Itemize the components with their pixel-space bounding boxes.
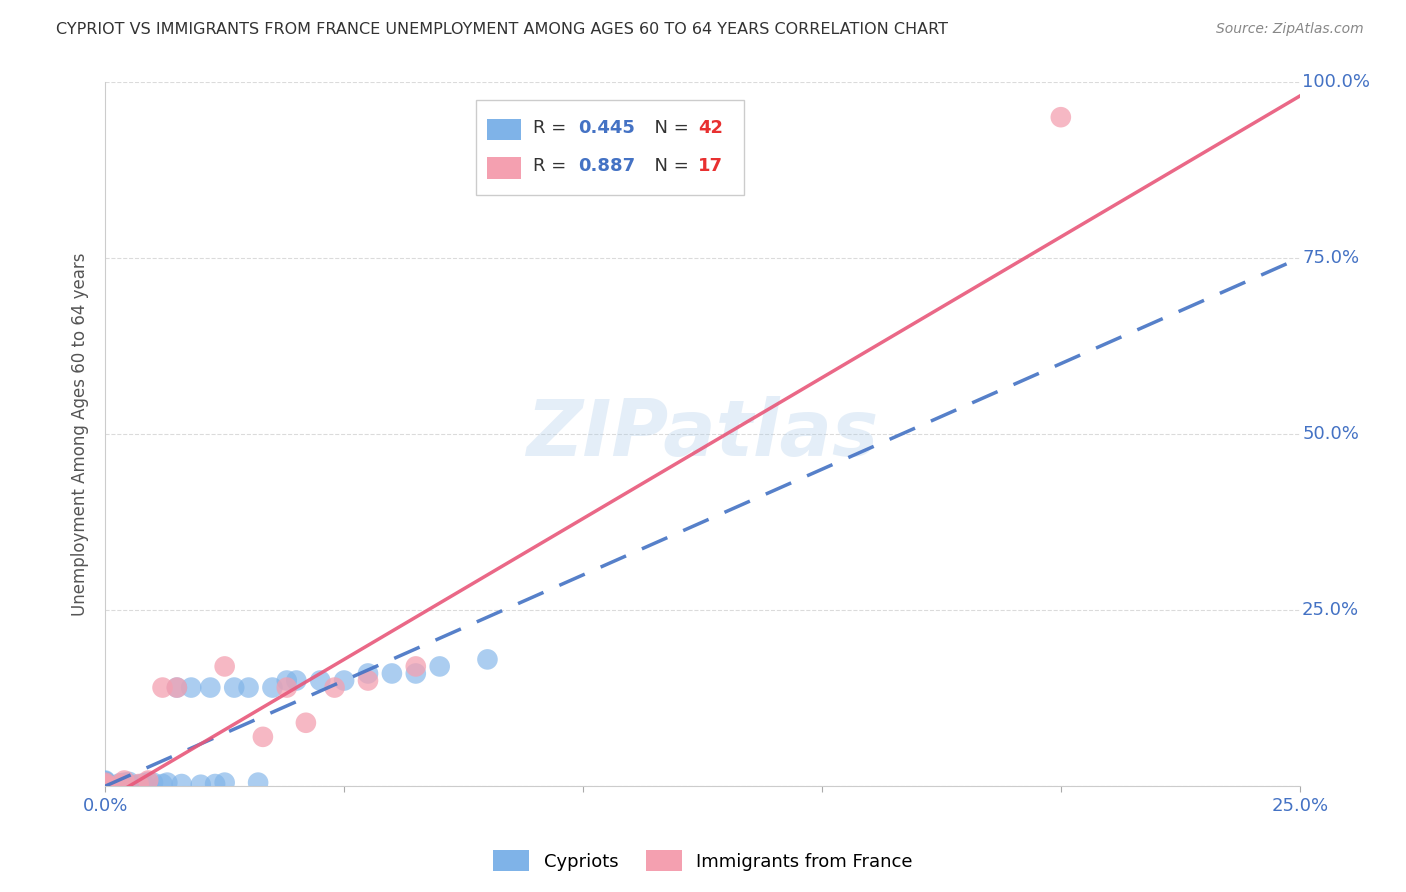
Text: 17: 17 (697, 158, 723, 176)
Point (132, 776, 155, 790)
Point (94, 779, 117, 793)
Point (252, 730, 274, 744)
Point (214, 775, 236, 789)
Point (180, 681, 202, 695)
Point (204, 777, 226, 791)
Text: 0.445: 0.445 (578, 119, 636, 136)
Point (200, 681, 222, 695)
Point (108, 777, 131, 791)
Point (94, 779, 117, 793)
Point (108, 776, 131, 790)
Point (1050, 110, 1073, 124)
Point (142, 775, 165, 789)
Text: 0.887: 0.887 (578, 158, 636, 176)
Point (333, 673, 356, 688)
FancyBboxPatch shape (488, 158, 520, 179)
Point (108, 778, 131, 792)
Point (381, 666, 404, 681)
Point (104, 779, 127, 793)
Point (357, 673, 380, 688)
Point (477, 652, 499, 666)
Point (136, 775, 159, 789)
Point (94, 779, 117, 793)
Point (276, 673, 298, 688)
Point (118, 775, 141, 789)
Point (357, 666, 380, 681)
Text: N =: N = (643, 119, 695, 136)
Point (429, 659, 451, 673)
Text: R =: R = (533, 119, 572, 136)
Text: N =: N = (643, 158, 695, 176)
Point (247, 775, 270, 789)
Point (190, 778, 212, 792)
Point (136, 773, 159, 788)
Point (323, 681, 346, 695)
Text: 25.0%: 25.0% (1302, 601, 1360, 619)
Point (262, 681, 284, 695)
Point (405, 666, 427, 681)
Point (156, 775, 179, 789)
Point (94, 774, 117, 789)
Point (94, 775, 117, 789)
FancyBboxPatch shape (488, 119, 520, 140)
FancyBboxPatch shape (475, 100, 744, 194)
Point (94, 778, 117, 792)
Text: Source: ZipAtlas.com: Source: ZipAtlas.com (1216, 22, 1364, 37)
Point (94, 775, 117, 789)
Point (128, 777, 150, 791)
Point (152, 777, 174, 791)
Point (94, 777, 117, 791)
Text: 100.0%: 100.0% (1302, 73, 1369, 91)
Point (166, 681, 188, 695)
Point (285, 673, 308, 688)
Point (166, 681, 188, 695)
Text: ZIPatlas: ZIPatlas (526, 396, 879, 472)
Point (214, 659, 236, 673)
Text: R =: R = (533, 158, 572, 176)
Point (94, 777, 117, 791)
Point (170, 777, 193, 791)
Legend: Cypriots, Immigrants from France: Cypriots, Immigrants from France (486, 843, 920, 879)
Point (276, 681, 298, 695)
Point (152, 681, 174, 695)
Point (112, 773, 135, 788)
Point (309, 673, 332, 688)
Text: 75.0%: 75.0% (1302, 249, 1360, 267)
Point (405, 659, 427, 673)
Point (224, 681, 246, 695)
Text: CYPRIOT VS IMMIGRANTS FROM FRANCE UNEMPLOYMENT AMONG AGES 60 TO 64 YEARS CORRELA: CYPRIOT VS IMMIGRANTS FROM FRANCE UNEMPL… (56, 22, 948, 37)
Point (128, 778, 150, 792)
Point (94, 776, 117, 790)
Text: 42: 42 (697, 119, 723, 136)
Point (295, 715, 318, 730)
Point (94, 779, 117, 793)
Point (112, 775, 135, 789)
Point (94, 773, 117, 788)
Y-axis label: Unemployment Among Ages 60 to 64 years: Unemployment Among Ages 60 to 64 years (72, 252, 89, 615)
Point (94, 775, 117, 789)
Text: 50.0%: 50.0% (1302, 425, 1360, 443)
Point (238, 681, 260, 695)
Point (118, 777, 141, 791)
